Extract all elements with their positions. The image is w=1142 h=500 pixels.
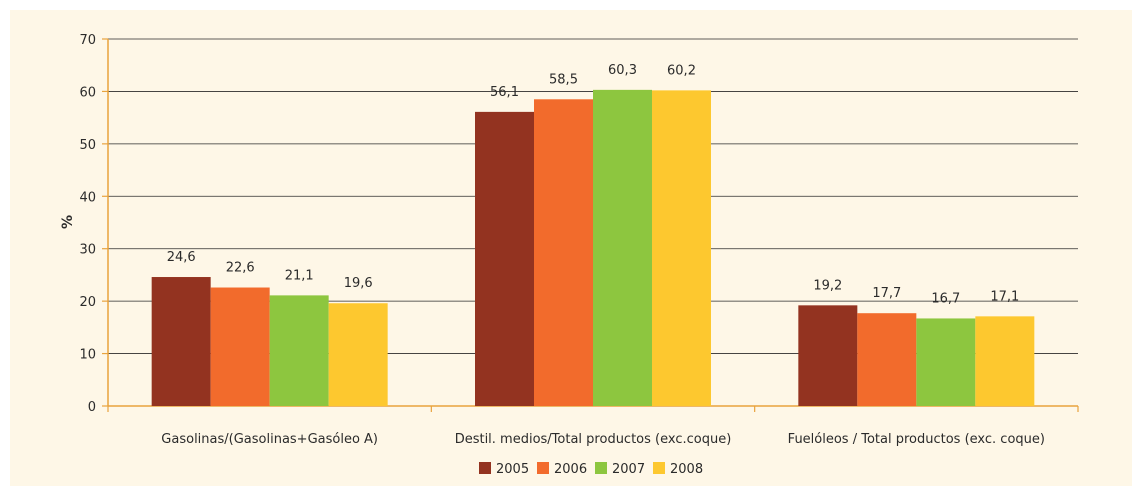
legend-label-2007: 2007	[612, 462, 645, 477]
bar-2005	[798, 305, 858, 406]
y-axis-title: %	[60, 215, 76, 229]
y-tick-label: 60	[79, 85, 96, 100]
y-tick-label: 50	[79, 138, 96, 153]
y-tick-label: 40	[79, 190, 96, 205]
legend-label-2005: 2005	[496, 462, 529, 477]
legend-swatch-2005	[479, 462, 491, 474]
y-tick-label: 70	[79, 33, 96, 48]
data-label: 56,1	[490, 85, 519, 100]
bar-2007	[593, 89, 652, 406]
legend-label-2008: 2008	[670, 462, 703, 477]
bar-2008	[328, 303, 388, 406]
legend-swatch-2008	[653, 462, 665, 474]
bar-2006	[857, 313, 917, 406]
y-tick-label: 20	[79, 295, 96, 310]
legend-swatch-2007	[595, 462, 607, 474]
bar-2007	[916, 318, 976, 406]
bar-2008	[975, 316, 1035, 406]
data-label: 21,1	[285, 268, 314, 283]
bar-2006	[210, 287, 270, 406]
bar-2005	[475, 111, 534, 406]
y-tick-label: 10	[79, 348, 96, 363]
legend-label-2006: 2006	[554, 462, 587, 477]
x-category-label: Fuelóleos / Total productos (exc. coque)	[788, 432, 1045, 447]
y-tick-label: 0	[88, 400, 96, 415]
data-label: 19,6	[344, 276, 373, 291]
bar-2007	[269, 295, 329, 406]
data-label: 17,7	[872, 286, 901, 301]
x-category-label: Gasolinas/(Gasolinas+Gasóleo A)	[161, 432, 378, 447]
data-label: 22,6	[226, 261, 255, 276]
bar-2005	[151, 277, 211, 406]
legend-swatch-2006	[537, 462, 549, 474]
x-category-label: Destil. medios/Total productos (exc.coqu…	[455, 432, 732, 447]
data-label: 60,3	[608, 63, 637, 78]
data-label: 16,7	[931, 291, 960, 306]
bar-2006	[534, 99, 593, 407]
bar-2008	[652, 90, 711, 406]
data-label: 17,1	[990, 289, 1019, 304]
data-label: 58,5	[549, 72, 578, 87]
data-label: 19,2	[813, 278, 842, 293]
data-label: 60,2	[667, 63, 696, 78]
y-tick-label: 30	[79, 243, 96, 258]
data-label: 24,6	[167, 250, 196, 265]
